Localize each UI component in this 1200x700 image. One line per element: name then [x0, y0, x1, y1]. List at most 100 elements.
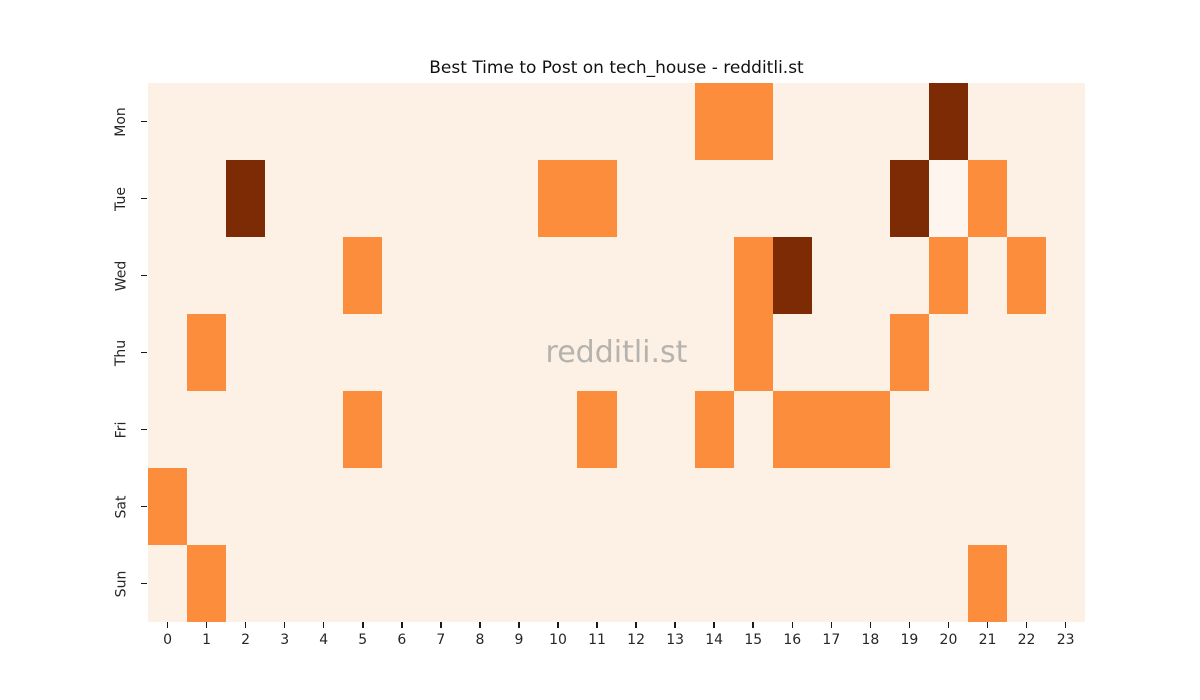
x-tick-mark: [812, 622, 851, 629]
heatmap-cell: [187, 237, 227, 314]
heatmap-cell: [811, 391, 851, 468]
heatmap-cell: [694, 237, 734, 314]
heatmap-cell: [148, 468, 188, 545]
y-tick-mark: [141, 160, 148, 237]
heatmap-cell: [694, 160, 734, 237]
heatmap-cell: [655, 237, 695, 314]
heatmap-plot-area: redditli.st: [148, 83, 1085, 622]
heatmap-cell: [577, 391, 617, 468]
y-tick-mark: [141, 314, 148, 391]
heatmap-cell: [928, 83, 968, 160]
heatmap-cell: [382, 83, 422, 160]
heatmap-cell: [1045, 468, 1085, 545]
heatmap-cell: [655, 83, 695, 160]
heatmap-cell: [499, 160, 539, 237]
heatmap-cell: [616, 391, 656, 468]
heatmap-cell: [694, 391, 734, 468]
x-tick-mark: [148, 622, 187, 629]
heatmap-cell: [928, 237, 968, 314]
heatmap-cell: [772, 160, 812, 237]
x-tick-label: 21: [978, 632, 997, 648]
heatmap-cell: [421, 314, 461, 391]
heatmap-cell: [304, 237, 344, 314]
heatmap-cell: [460, 83, 500, 160]
heatmap-cell: [1045, 160, 1085, 237]
heatmap-cell: [577, 314, 617, 391]
heatmap-cell: [226, 83, 266, 160]
heatmap-cell: [265, 545, 305, 622]
heatmap-cell: [928, 545, 968, 622]
heatmap-cell: [382, 468, 422, 545]
heatmap-cell: [772, 545, 812, 622]
x-tick-label: 7: [436, 632, 446, 648]
chart-title: Best Time to Post on tech_house - reddit…: [429, 58, 804, 78]
x-tick-mark: [968, 622, 1007, 629]
heatmap-cell: [343, 160, 383, 237]
heatmap-cell: [1006, 468, 1046, 545]
y-tick-mark: [141, 545, 148, 622]
heatmap-cell: [421, 83, 461, 160]
x-tick-mark: [578, 622, 617, 629]
heatmap-cell: [772, 314, 812, 391]
x-tick-mark: [1046, 622, 1085, 629]
heatmap-cell: [616, 314, 656, 391]
y-tick-label: Thu: [113, 339, 129, 366]
heatmap-cell: [655, 314, 695, 391]
heatmap-cell: [499, 468, 539, 545]
x-tick-mark: [656, 622, 695, 629]
heatmap-cell: [889, 468, 929, 545]
heatmap-cell: [1006, 83, 1046, 160]
heatmap-cell: [304, 314, 344, 391]
heatmap-cell: [1045, 391, 1085, 468]
x-tick-mark: [382, 622, 421, 629]
x-tick-label: 6: [397, 632, 407, 648]
x-tick-mark: [499, 622, 538, 629]
heatmap-cell: [967, 83, 1007, 160]
heatmap-cell: [343, 391, 383, 468]
x-tick-label: 16: [783, 632, 802, 648]
heatmap-cell: [655, 468, 695, 545]
heatmap-cell: [811, 160, 851, 237]
heatmap-cell: [304, 391, 344, 468]
heatmap-cell: [460, 391, 500, 468]
y-tick-label: Sun: [112, 570, 129, 597]
x-tick-label: 5: [358, 632, 368, 648]
heatmap-cell: [421, 391, 461, 468]
x-tick-label: 18: [861, 632, 880, 648]
heatmap-cell: [811, 545, 851, 622]
heatmap-cell: [538, 468, 578, 545]
heatmap-cell: [343, 545, 383, 622]
x-tick-mark: [421, 622, 460, 629]
heatmap-cell: [421, 545, 461, 622]
heatmap-cell: [304, 160, 344, 237]
heatmap-cell: [538, 545, 578, 622]
heatmap-cell: [265, 237, 305, 314]
heatmap-cell: [343, 314, 383, 391]
heatmap-cell: [343, 468, 383, 545]
heatmap-cell: [577, 545, 617, 622]
heatmap-cell: [616, 83, 656, 160]
x-tick-mark: [226, 622, 265, 629]
heatmap-cell: [733, 314, 773, 391]
heatmap-cell: [148, 83, 188, 160]
heatmap-cell: [655, 391, 695, 468]
x-tick-mark: [460, 622, 499, 629]
heatmap-cell: [811, 83, 851, 160]
heatmap-cell: [928, 391, 968, 468]
heatmap-cell: [226, 237, 266, 314]
heatmap-cell: [616, 545, 656, 622]
heatmap-cell: [1006, 237, 1046, 314]
heatmap-cell: [577, 83, 617, 160]
heatmap-cell: [889, 391, 929, 468]
heatmap-cell: [460, 160, 500, 237]
heatmap-cell: [967, 545, 1007, 622]
heatmap-cell: [421, 160, 461, 237]
heatmap-cell: [967, 237, 1007, 314]
heatmap-cell: [733, 391, 773, 468]
heatmap-cell: [928, 160, 968, 237]
x-tick-mark: [617, 622, 656, 629]
heatmap-cell: [460, 237, 500, 314]
heatmap-cell: [967, 391, 1007, 468]
heatmap-cell: [1006, 545, 1046, 622]
heatmap-cell: [1045, 545, 1085, 622]
